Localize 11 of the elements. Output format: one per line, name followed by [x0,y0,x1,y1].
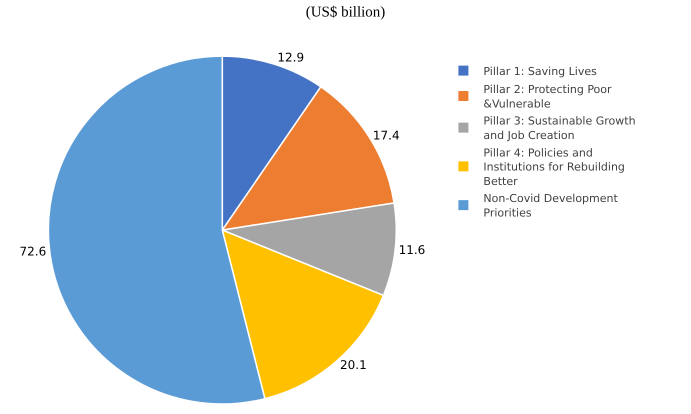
legend-label: Pillar 4: Policies and Institutions for Rebuilding Better [483,146,625,188]
legend-label: Non-Covid Development Priorities [483,192,618,220]
data-label: 72.6 [20,244,46,259]
data-label: 11.6 [398,243,426,258]
legend-label: Pillar 1: Saving Lives [483,64,598,78]
legend-label: Pillar 3: Sustainable Growth and Job Creation [483,114,636,142]
data-label: 20.1 [340,358,367,372]
data-label: 12.9 [277,50,304,65]
legend-label: Pillar 2: Protecting Poor &Vulnerable [483,83,612,110]
data-label: 17.4 [372,128,400,142]
chart-title: (US$ billion) [306,4,386,21]
